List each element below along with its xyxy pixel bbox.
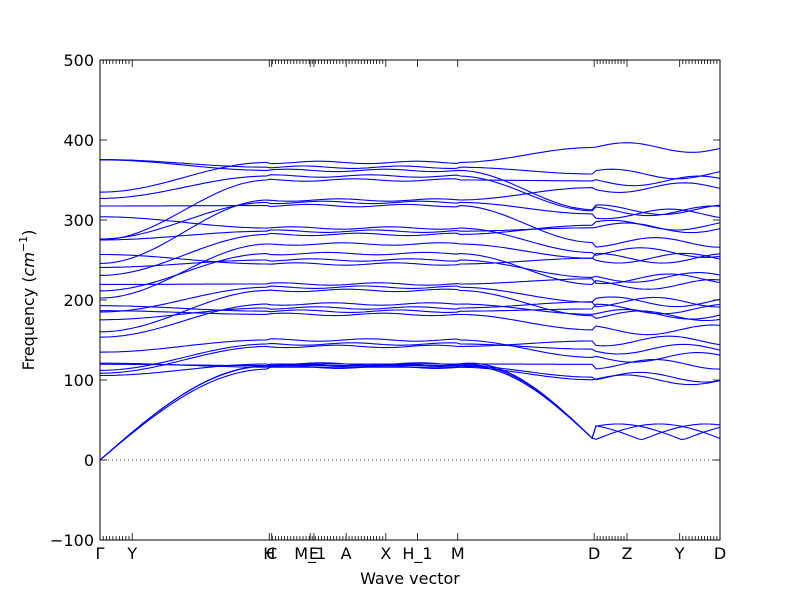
band-line [100,358,721,377]
band-line [100,296,721,321]
band-line [99,251,721,292]
band-line [100,258,721,283]
acoustic-band-line [99,365,721,461]
x-tick-label: A [341,544,352,563]
band-line [100,174,721,217]
y-tick-label: 400 [63,131,94,150]
y-tick-label: 200 [63,291,94,310]
band-line [99,142,721,193]
band-line [100,285,720,313]
band-line [100,252,721,266]
y-tick-label: 300 [63,211,94,230]
x-tick-label: C [266,544,277,563]
x-tick-label: Y [674,544,685,563]
band-line [99,219,721,276]
band-line [100,335,721,374]
x-tick-label: H_1 [402,544,432,564]
y-axis-label: Frequency (cm−1) [17,230,38,371]
band-line [99,242,721,299]
band-line [100,158,721,180]
x-axis-label: Wave vector [360,569,460,588]
band-line [100,203,721,248]
x-tick-label: D [588,544,600,563]
band-line [100,288,721,333]
band-line [99,182,721,264]
acoustic-band-line [99,362,721,461]
y-axis-label-exp: −1 [17,236,30,252]
y-tick-label: 500 [63,51,94,70]
band-line [100,159,721,216]
x-tick-label: X [380,544,391,563]
y-axis-label-main: Frequency ( [19,276,38,370]
x-tick-label: Y [126,544,137,563]
acoustic-band-line [99,364,721,461]
x-tick-label: H [263,544,275,563]
y-axis-ticks: −100 0 100 200 300 400 500 [50,51,720,550]
band-line [99,200,721,240]
y-axis-label-close: ) [19,230,38,236]
y-axis-label-unit: cm [19,252,38,276]
x-tick-label: M_1 [294,544,326,564]
band-line [99,302,721,338]
band-line [100,273,721,286]
y-tick-label: 100 [63,371,94,390]
band-line [99,175,721,241]
band-line [100,310,721,336]
band-line [100,342,721,371]
band-line [99,338,721,363]
x-tick-label: E [309,544,319,563]
band-lines [99,142,721,461]
x-axis-ticks: Γ Y HC M_1E A X H_1 M D Z Y D [96,60,726,564]
band-line [100,222,721,241]
band-line [100,362,721,386]
y-tick-label: 0 [84,451,94,470]
x-tick-label: Z [622,544,633,563]
band-line [100,303,721,315]
y-tick-label: −100 [50,531,94,550]
x-tick-label: D [714,544,726,563]
band-line [100,216,721,258]
plot-frame [99,59,721,541]
x-tick-label: Γ [96,544,105,563]
x-tick-label: M [451,544,465,563]
